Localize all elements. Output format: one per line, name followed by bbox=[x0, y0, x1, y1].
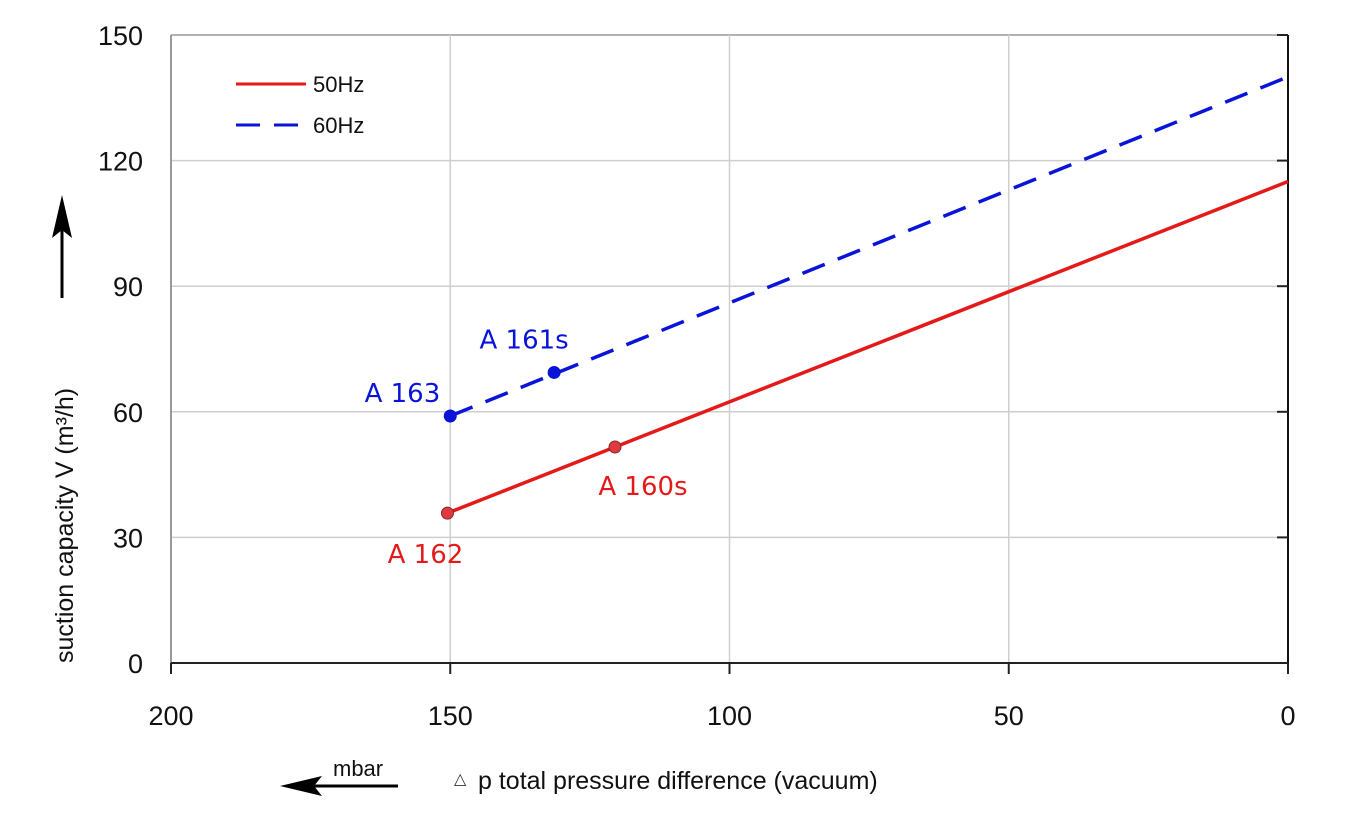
x-unit-label: mbar bbox=[333, 756, 383, 781]
x-axis-arrowhead-icon bbox=[280, 776, 322, 796]
y-tick-label: 30 bbox=[113, 523, 143, 553]
x-axis-label: p total pressure difference (vacuum) bbox=[478, 767, 878, 795]
data-point bbox=[443, 409, 457, 423]
legend: 50Hz 60Hz bbox=[236, 72, 364, 138]
delta-symbol: △ bbox=[454, 769, 467, 788]
series-line-60hz bbox=[449, 75, 1289, 418]
data-point bbox=[547, 365, 561, 379]
y-tick-label: 150 bbox=[98, 21, 143, 51]
legend-label-60hz: 60Hz bbox=[313, 113, 364, 138]
y-tick-label: 60 bbox=[113, 398, 143, 428]
data-point-label: A 160s bbox=[598, 472, 687, 502]
y-tick-label: 120 bbox=[98, 147, 143, 177]
y-axis-label-group: suction capacity V (m³/h) bbox=[51, 195, 79, 663]
series-line-50hz bbox=[446, 179, 1289, 515]
legend-label-50hz: 50Hz bbox=[313, 72, 364, 97]
y-axis-arrowhead-icon bbox=[52, 195, 72, 238]
x-tick-label: 100 bbox=[707, 701, 752, 731]
grid bbox=[171, 34, 1288, 663]
y-axis-label: suction capacity V (m³/h) bbox=[51, 388, 79, 663]
data-point-label: A 161s bbox=[480, 325, 569, 355]
data-point-label: A 163 bbox=[365, 379, 441, 409]
x-tick-label: 200 bbox=[148, 701, 193, 731]
y-tick-label: 90 bbox=[113, 272, 143, 302]
series-layer bbox=[446, 75, 1289, 515]
x-tick-label: 0 bbox=[1280, 701, 1295, 731]
x-axis-label-group: mbar △ p total pressure difference (vacu… bbox=[280, 756, 878, 796]
y-tick-label: 0 bbox=[128, 649, 143, 679]
x-tick-label: 50 bbox=[994, 701, 1024, 731]
data-point bbox=[608, 440, 622, 454]
data-point bbox=[440, 506, 454, 520]
tick-labels: 0 30 60 90 120 150 200 150 100 50 0 bbox=[98, 21, 1296, 731]
data-point-label: A 162 bbox=[388, 540, 464, 570]
points-layer: A 162 A 160s A 163 A 161s bbox=[365, 325, 688, 570]
x-tick-label: 150 bbox=[428, 701, 473, 731]
axes bbox=[170, 34, 1289, 674]
